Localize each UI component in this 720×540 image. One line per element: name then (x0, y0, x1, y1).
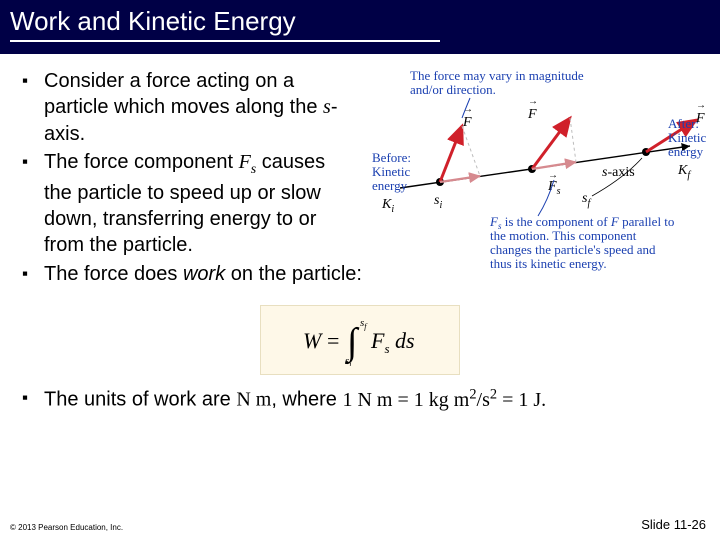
text: on the particle: (225, 263, 362, 285)
caption-bot-2: the motion. This component (490, 228, 637, 243)
caption-bot-3: changes the particle's speed and (490, 242, 656, 257)
title-underline (10, 40, 440, 42)
after-3: energy (668, 144, 704, 159)
text: F (239, 151, 251, 173)
dash (462, 126, 480, 176)
var-s: s (323, 96, 331, 118)
s-axis-label: s-axis (602, 165, 635, 180)
caption-top-2: and/or direction. (410, 82, 496, 97)
sf-label: sf (582, 191, 591, 209)
equation-box: W = ∫ sf si Fs ds (260, 305, 460, 375)
F-label: →F (462, 104, 473, 130)
eq-equals: = (327, 328, 339, 353)
emph-work: work (183, 263, 225, 285)
caption-bot-4: thus its kinetic energy. (490, 256, 607, 271)
Ki-label: Ki (381, 197, 394, 215)
eq-ds: ds (395, 328, 415, 353)
dash (570, 118, 576, 162)
text: The units of work are (44, 389, 236, 411)
title-bar: Work and Kinetic Energy (0, 0, 720, 54)
before-3: energy (372, 178, 408, 193)
force-arrow (532, 118, 570, 169)
force-arrow (440, 126, 462, 182)
fs-arrow (440, 176, 480, 182)
before-2: Kinetic (372, 164, 410, 179)
equation-svg: W = ∫ sf si Fs ds (275, 314, 445, 366)
after-2: Kinetic (668, 130, 706, 145)
slide-number: Slide 11-26 (641, 517, 706, 532)
fs-arrow (532, 162, 576, 169)
bullet-1: Consider a force acting on a particle wh… (22, 68, 352, 147)
text: Consider a force acting on a particle wh… (44, 70, 323, 118)
si-label: si (434, 193, 442, 211)
Kf-label: Kf (677, 163, 691, 181)
eq-W: W (303, 328, 323, 353)
before-1: Before: (372, 150, 411, 165)
F-label: →F (527, 96, 538, 122)
text: The force component (44, 151, 239, 173)
int-upper: sf (360, 317, 368, 331)
bullet-2: The force component Fs causes the partic… (22, 149, 352, 259)
force-diagram: The force may vary in magnitude and/or d… (370, 68, 710, 298)
page-title: Work and Kinetic Energy (10, 6, 710, 37)
text: The force does (44, 263, 183, 285)
var-F: Fs (239, 151, 257, 173)
text: , where (271, 389, 342, 411)
bullet-list-2: The units of work are N m, where 1 N m =… (22, 385, 698, 413)
after-1: After: (668, 116, 699, 131)
caption-top-1: The force may vary in magnitude (410, 68, 584, 83)
nm: N m (236, 389, 271, 411)
unit-eq: 1 N m = 1 kg m2/s2 = 1 J. (342, 389, 546, 411)
eq-Fs: Fs (370, 328, 390, 356)
bullet-4: The units of work are N m, where 1 N m =… (22, 385, 698, 413)
copyright-text: © 2013 Pearson Education, Inc. (10, 523, 123, 532)
